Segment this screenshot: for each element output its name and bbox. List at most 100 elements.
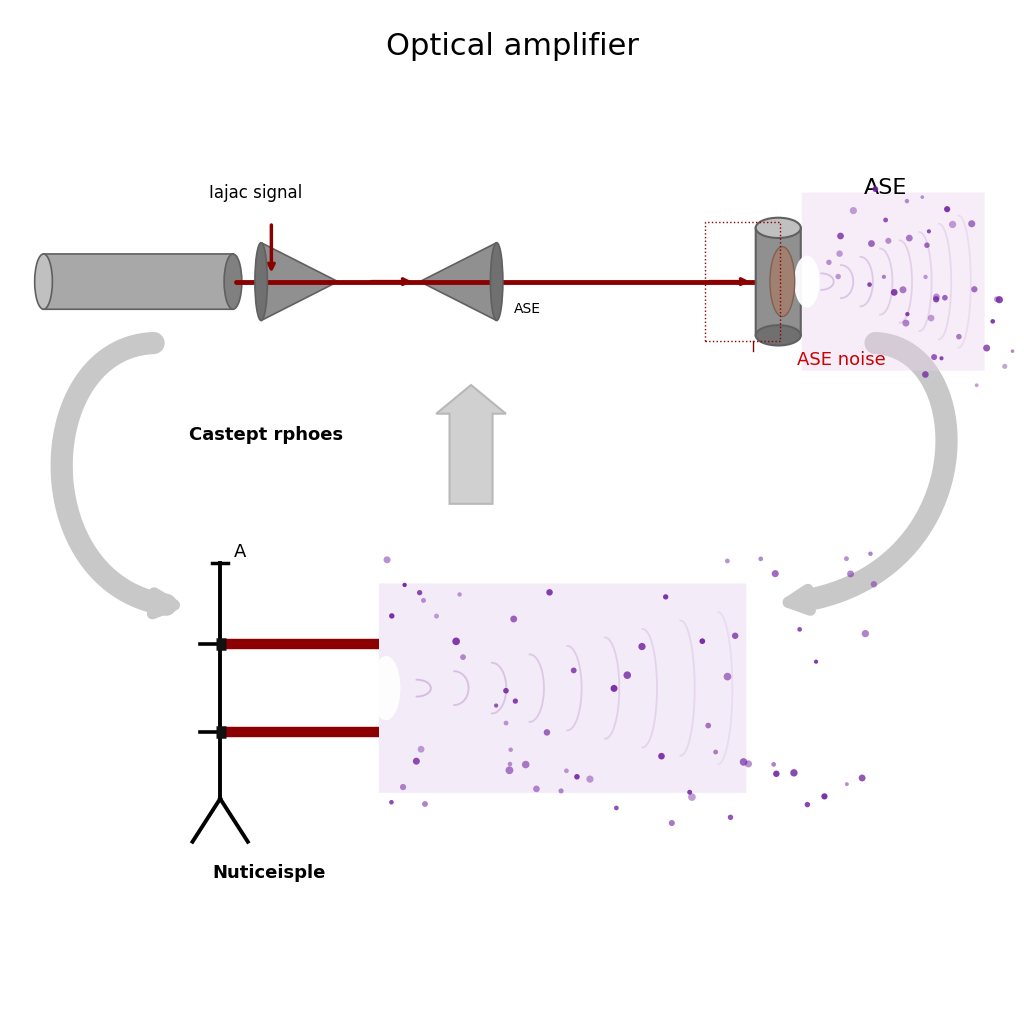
- Point: [843, 565, 859, 582]
- Point: [539, 724, 555, 740]
- Point: [767, 565, 783, 582]
- Point: [926, 349, 942, 366]
- Text: ASE: ASE: [864, 177, 907, 198]
- Point: [553, 782, 569, 799]
- Point: [634, 638, 650, 654]
- Point: [808, 653, 824, 670]
- Point: [969, 377, 985, 393]
- Point: [895, 282, 911, 298]
- Point: [886, 285, 902, 301]
- Point: [447, 633, 464, 649]
- Point: [383, 794, 399, 810]
- Text: A: A: [233, 543, 246, 561]
- Point: [722, 809, 738, 825]
- Text: Nuticeisple: Nuticeisple: [212, 864, 326, 883]
- Point: [428, 608, 444, 625]
- Point: [914, 188, 931, 205]
- Point: [939, 201, 955, 217]
- Point: [620, 667, 636, 683]
- Point: [918, 367, 934, 383]
- Point: [719, 669, 735, 685]
- Point: [488, 697, 505, 714]
- Point: [816, 788, 833, 805]
- Point: [899, 193, 915, 209]
- Ellipse shape: [756, 326, 801, 345]
- Point: [653, 748, 670, 764]
- Point: [558, 763, 574, 779]
- Point: [413, 741, 429, 758]
- Point: [417, 796, 433, 812]
- Point: [944, 216, 961, 232]
- Point: [507, 693, 523, 710]
- Point: [503, 741, 519, 758]
- Point: [498, 683, 514, 699]
- Point: [863, 236, 880, 252]
- Point: [727, 628, 743, 644]
- Point: [502, 756, 518, 772]
- Ellipse shape: [255, 243, 267, 321]
- Point: [735, 754, 752, 770]
- Point: [384, 607, 400, 624]
- Point: [950, 329, 967, 345]
- Point: [865, 577, 882, 593]
- Text: ASE noise: ASE noise: [797, 351, 886, 370]
- Point: [753, 551, 769, 567]
- Point: [839, 776, 855, 793]
- Point: [582, 771, 598, 787]
- Polygon shape: [420, 243, 497, 321]
- Ellipse shape: [372, 656, 400, 720]
- Point: [681, 784, 697, 801]
- Point: [991, 292, 1008, 308]
- Point: [923, 310, 939, 327]
- FancyBboxPatch shape: [379, 584, 746, 793]
- Point: [918, 268, 934, 285]
- Point: [898, 315, 914, 332]
- Text: Iajac signal: Iajac signal: [209, 183, 303, 202]
- Ellipse shape: [224, 254, 242, 309]
- Point: [861, 276, 878, 293]
- Point: [933, 350, 949, 367]
- Polygon shape: [261, 243, 338, 321]
- Point: [928, 289, 944, 305]
- Point: [684, 788, 700, 805]
- Point: [501, 762, 517, 778]
- Point: [831, 246, 848, 262]
- Point: [979, 340, 995, 356]
- Point: [719, 553, 735, 569]
- Point: [379, 552, 395, 568]
- Point: [1021, 179, 1024, 196]
- Point: [984, 313, 1000, 330]
- Point: [568, 769, 585, 785]
- Point: [785, 765, 802, 781]
- Ellipse shape: [756, 218, 801, 238]
- Point: [1005, 343, 1021, 359]
- Point: [792, 622, 808, 638]
- Ellipse shape: [770, 247, 795, 316]
- Point: [996, 358, 1013, 375]
- Point: [862, 546, 879, 562]
- Point: [455, 649, 471, 666]
- Point: [412, 585, 428, 601]
- Point: [881, 232, 897, 249]
- Point: [396, 577, 413, 593]
- Point: [833, 227, 849, 244]
- Point: [708, 743, 724, 760]
- Point: [694, 633, 711, 649]
- Point: [1020, 280, 1024, 296]
- Point: [839, 551, 855, 567]
- Point: [395, 779, 412, 796]
- Point: [740, 756, 757, 772]
- Point: [854, 770, 870, 786]
- Point: [967, 282, 983, 298]
- Point: [799, 797, 815, 813]
- Point: [876, 268, 892, 285]
- Point: [845, 203, 861, 219]
- Point: [606, 680, 623, 696]
- Point: [664, 815, 680, 831]
- Point: [409, 753, 425, 769]
- Point: [416, 592, 432, 608]
- Point: [608, 800, 625, 816]
- Point: [867, 181, 884, 198]
- Text: Castept rphoes: Castept rphoes: [189, 426, 343, 444]
- Point: [498, 715, 514, 731]
